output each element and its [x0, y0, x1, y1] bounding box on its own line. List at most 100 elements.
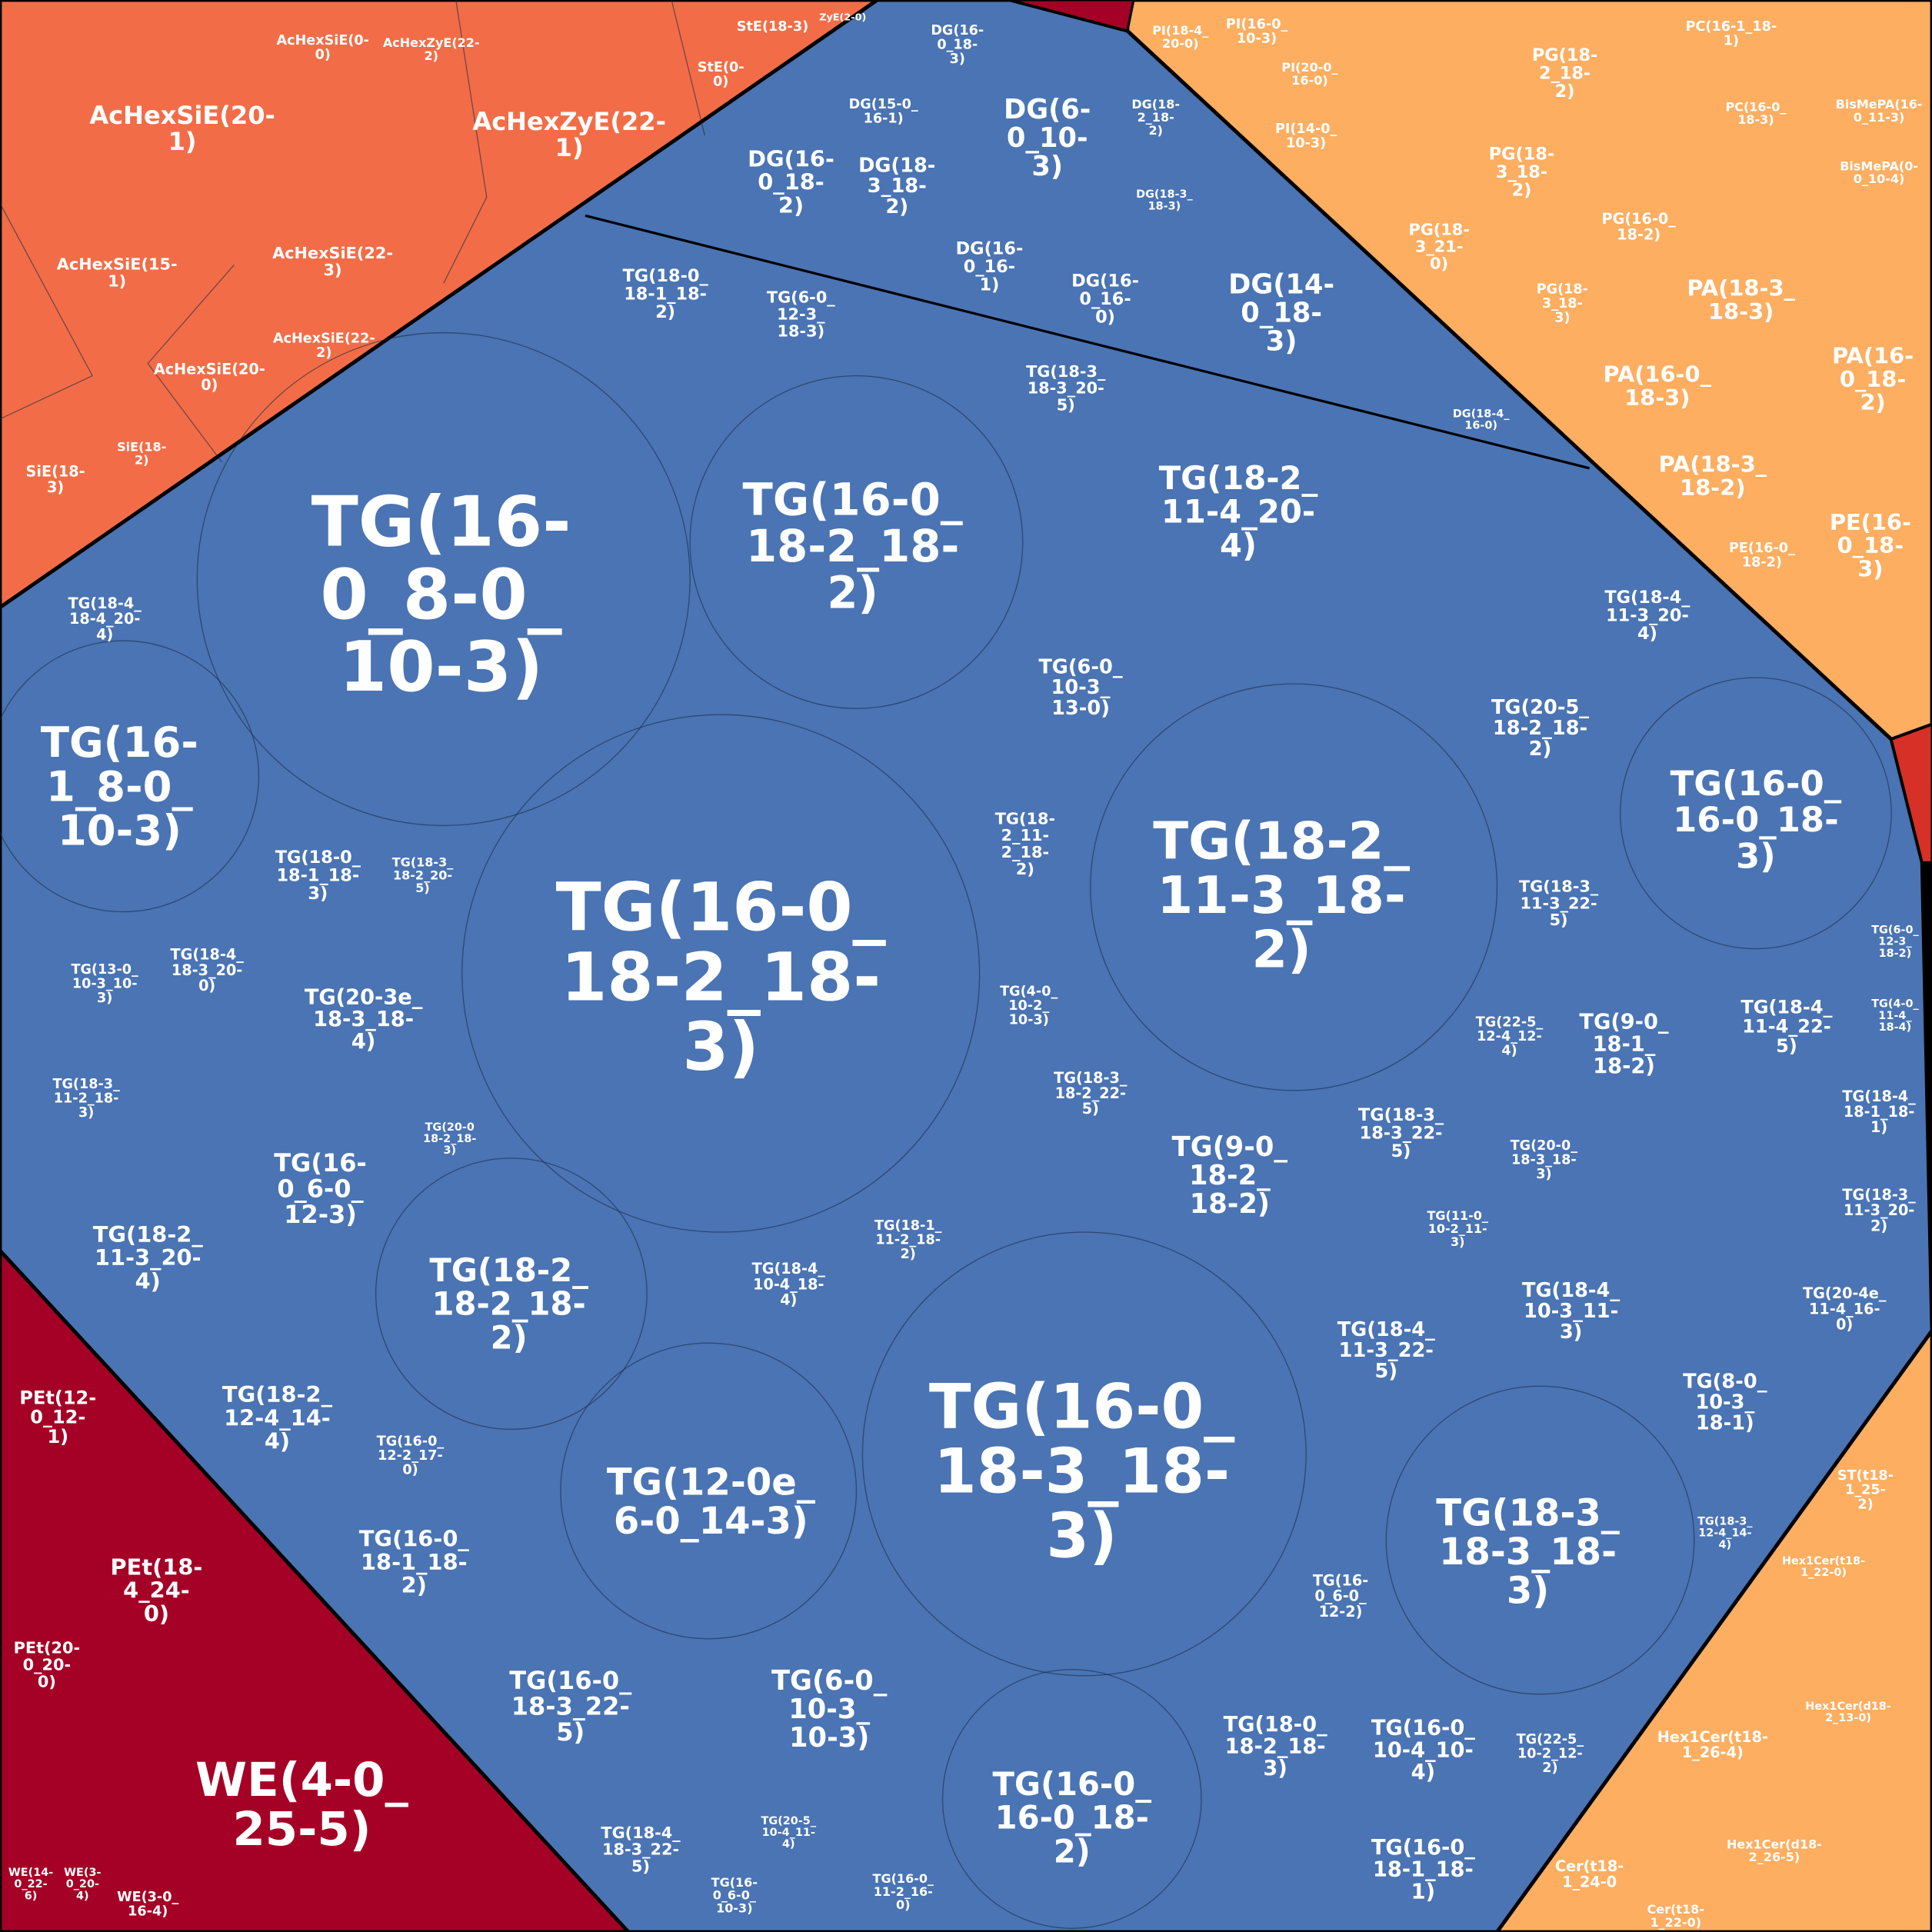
- label-line: 11-4_16-: [1809, 1300, 1880, 1317]
- cell-label: DG(16-0_16-0): [1071, 271, 1139, 327]
- label-line: TG(16-: [711, 1874, 758, 1889]
- label-line: 5): [556, 1717, 585, 1747]
- label-line: TG(18-1_: [874, 1218, 942, 1234]
- cell-label: TG(6-0_ 10-3_ 13-0): [1038, 655, 1123, 720]
- label-line: 0): [1430, 254, 1448, 272]
- label-line: PA(16-0_: [1603, 361, 1711, 388]
- label-line: PI(16-0_: [1226, 17, 1288, 32]
- label-line: 18-2_: [1189, 1160, 1271, 1191]
- label-line: 5): [1082, 1100, 1099, 1118]
- label-line: 25-5): [232, 1802, 371, 1857]
- label-line: 16-1): [864, 112, 904, 127]
- label-line: PG(18-: [1489, 144, 1555, 164]
- cell-edge: [671, 0, 705, 136]
- cell-edge: [1385, 1385, 1695, 1695]
- label-line: 11-3_22-: [1339, 1339, 1434, 1362]
- label-line: PC(16-1_18-: [1686, 19, 1777, 35]
- label-line: 1): [555, 133, 584, 162]
- label-line: 2_18-: [1138, 109, 1174, 124]
- label-line: AcHexSiE(0-: [277, 33, 369, 48]
- label-line: TG(16-: [274, 1148, 367, 1178]
- label-line: Cer(t18-: [1647, 1902, 1704, 1917]
- cell-label: AcHexSiE(0-0): [277, 33, 369, 63]
- label-line: 3): [1507, 1569, 1549, 1612]
- cell-label: TG(16-0_ 18-2_18-2): [743, 473, 963, 618]
- cell-label: TG(18-3_ 18-2_20-5): [392, 854, 454, 895]
- cell-edge: [443, 0, 488, 284]
- cell-label: TG(20-0 18-2_18-3): [423, 1121, 476, 1157]
- label-line: 18-2): [1190, 1188, 1270, 1220]
- cell-label: TG(20-5_ 18-2_18-2): [1491, 696, 1589, 761]
- cell-label: AcHexSiE(22-2): [273, 331, 375, 361]
- label-line: TG(18-3_: [1358, 1104, 1444, 1124]
- cell-label: DG(18-3_18-2): [858, 154, 935, 218]
- label-line: 2_18-: [1001, 843, 1050, 861]
- label-line: 18-3): [1708, 298, 1774, 325]
- cell-label: TG(4-0_ 11-4_ 18-4): [1871, 998, 1919, 1034]
- label-line: 18-2_18-: [746, 520, 959, 572]
- label-line: TG(16-0_: [1671, 763, 1842, 804]
- cell-label: PC(16-1_18-1): [1686, 19, 1777, 49]
- label-line: 2): [491, 1318, 528, 1356]
- label-line: 18-1): [1696, 1411, 1754, 1434]
- label-line: 1): [1870, 1118, 1887, 1136]
- label-line: 5): [1375, 1360, 1398, 1383]
- label-line: 1): [980, 275, 1000, 295]
- label-line: 5): [1550, 911, 1568, 929]
- cell-label: PI(14-0_ 10-3): [1275, 122, 1337, 152]
- cell-label: TG(6-0_ 12-3_ 18-2): [1871, 924, 1919, 960]
- cell-label: TG(18-4_ 10-4_18-4): [752, 1260, 826, 1308]
- label-line: 3): [1046, 1501, 1117, 1572]
- label-line: 10-4_11-: [762, 1827, 815, 1839]
- cell-edge: [1620, 677, 1892, 950]
- label-line: 18-1_18-: [1844, 1103, 1914, 1121]
- label-line: 10-3_10-: [72, 976, 138, 991]
- label-line: 0): [315, 47, 331, 62]
- label-line: BisMePA(0-: [1840, 158, 1918, 173]
- label-line: 3): [78, 1105, 94, 1121]
- label-line: 18-3_22-: [602, 1840, 679, 1859]
- label-line: TG(18-4_: [1740, 996, 1833, 1018]
- label-line: WE(3-0_: [117, 1890, 178, 1905]
- cell-label: TG(16-0_ 18-1_18-2): [359, 1526, 470, 1599]
- label-line: 3_18-: [1496, 162, 1547, 182]
- cell-label: PI(16-0_ 10-3): [1226, 17, 1288, 47]
- cell-label: SiE(18-2): [117, 439, 166, 467]
- label-line: 2): [1542, 1760, 1557, 1776]
- cell-edge: [861, 1231, 1307, 1677]
- cell-label: AcHexSiE(15-1): [57, 255, 178, 290]
- cell-label: PE(16-0_ 18-2): [1729, 541, 1795, 571]
- label-line: 10-3): [58, 806, 182, 855]
- label-line: 2): [1529, 738, 1552, 761]
- label-line: DG(6-: [1004, 94, 1091, 125]
- cell-label: DG(14-0_18-3): [1228, 269, 1334, 358]
- label-line: 10-3_: [1051, 676, 1111, 699]
- label-line: 1_26-4): [1682, 1744, 1744, 1761]
- cell-edge: [0, 640, 260, 913]
- label-line: 11-2_18-: [875, 1233, 941, 1248]
- label-line: 18-1_: [1593, 1032, 1656, 1056]
- label-line: TG(16-0_: [743, 473, 963, 525]
- label-line: TG(8-0_: [1683, 1370, 1767, 1393]
- label-line: DG(16-: [956, 238, 1024, 258]
- label-line: 3): [950, 52, 965, 67]
- label-line: 4): [780, 1291, 797, 1308]
- label-line: Hex1Cer(d18-: [1805, 1700, 1891, 1713]
- label-line: 3): [1536, 1167, 1551, 1182]
- cell-label: AcHexSiE(22-3): [272, 244, 393, 279]
- label-line: 10-2_12-: [1517, 1747, 1583, 1762]
- cell-label: TG(16-0_ 16-0_18-3): [1671, 763, 1842, 876]
- cell-label: TG(16-0_ 18-3_18-3): [929, 1371, 1235, 1571]
- cell-label: TG(18-4_ 11-3_22-5): [1337, 1318, 1435, 1383]
- cell-label: TG(20-3e_ 18-3_18-4): [305, 985, 423, 1053]
- cell-label: TG(20-5_ 10-4_11-4): [761, 1815, 817, 1850]
- label-line: 4): [1501, 1044, 1517, 1059]
- cell-edge: [1090, 683, 1498, 1091]
- label-line: DG(16-: [1071, 271, 1139, 291]
- label-line: 1): [168, 127, 197, 156]
- cell-label: TG(9-0_ 18-2_ 18-2): [1172, 1131, 1288, 1220]
- label-line: TG(16-0_: [509, 1666, 632, 1695]
- label-line: 4): [1637, 624, 1657, 644]
- label-line: 18-2): [1742, 555, 1782, 570]
- label-line: 18-2_18-: [432, 1285, 586, 1323]
